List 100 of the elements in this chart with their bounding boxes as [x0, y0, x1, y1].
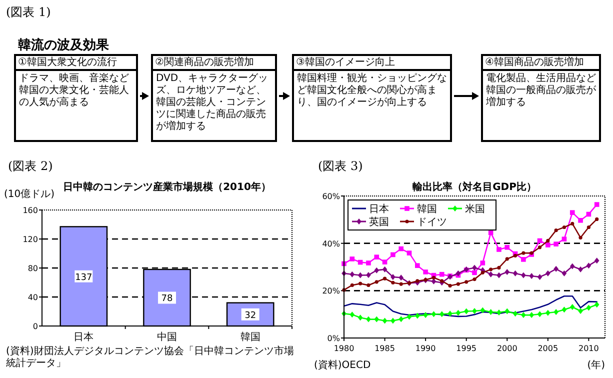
x-tick-label: 1980 — [334, 344, 354, 353]
point — [374, 267, 380, 274]
point — [562, 270, 567, 276]
point — [391, 280, 395, 284]
point — [537, 274, 542, 280]
chart-title: 輸出比率（対名目GDP比） — [412, 181, 536, 193]
point — [398, 316, 404, 322]
point — [382, 266, 388, 272]
point — [496, 272, 502, 278]
point — [390, 274, 396, 280]
point — [472, 264, 477, 271]
point — [488, 308, 494, 315]
point — [586, 304, 592, 311]
point — [512, 310, 518, 317]
x-tick-label: 1990 — [415, 344, 436, 353]
point — [439, 272, 444, 277]
point — [382, 276, 387, 280]
point — [529, 272, 534, 279]
point — [497, 266, 501, 270]
point — [578, 218, 583, 223]
point — [554, 308, 558, 315]
text: (資料)財団法人デジタルコンテンツ協会「日中韓コンテンツ市場統計データ」 — [6, 346, 295, 370]
point — [521, 272, 526, 278]
point — [529, 312, 534, 318]
point — [594, 302, 600, 308]
point — [578, 308, 583, 314]
text: 電化製品、生活用品など韓国の一般商品の販売が増加する — [485, 72, 597, 110]
point — [570, 222, 574, 226]
data-label: 78 — [161, 294, 173, 304]
point — [366, 316, 371, 322]
y-tick-label: 120 — [22, 235, 38, 244]
x-tick-label: 2010 — [578, 344, 599, 353]
text: 韓流の波及効果 — [18, 36, 109, 54]
point — [554, 228, 558, 232]
point — [374, 316, 380, 322]
point — [578, 266, 583, 272]
text: (図表 3) — [318, 159, 363, 173]
point — [350, 256, 355, 262]
point — [390, 252, 396, 258]
point — [374, 254, 380, 260]
text: (資料)OECD — [314, 359, 371, 371]
point — [505, 257, 509, 261]
point — [448, 310, 452, 317]
point — [432, 276, 436, 280]
point — [358, 282, 362, 286]
point — [398, 246, 404, 252]
point — [366, 283, 370, 288]
point — [554, 266, 558, 272]
point — [406, 314, 412, 320]
point — [570, 210, 575, 215]
y-axis-title: (10億ドル) — [4, 188, 55, 200]
point — [350, 271, 355, 278]
point — [472, 278, 476, 282]
point — [521, 257, 526, 262]
point — [554, 242, 558, 246]
point — [504, 308, 510, 314]
point — [513, 254, 518, 258]
y-tick-label: 160 — [22, 206, 38, 215]
point — [366, 260, 371, 266]
point — [464, 308, 469, 314]
point — [537, 311, 542, 318]
point — [374, 280, 378, 284]
data-label: 137 — [75, 272, 92, 283]
point — [382, 260, 388, 264]
point — [390, 318, 396, 324]
data-label: 32 — [244, 310, 256, 321]
point — [448, 284, 452, 288]
y-tick-label: 80 — [28, 264, 38, 273]
text: ドラマ、映画、音楽など韓国の大衆文化・芸能人の人気が高まる — [18, 72, 130, 110]
text: ①韓国大衆文化の流行 — [16, 56, 136, 71]
point — [431, 311, 436, 318]
point — [456, 282, 460, 286]
point — [480, 270, 484, 274]
point — [586, 262, 592, 269]
text: (図表 2) — [8, 159, 53, 173]
y-tick-label: 20% — [322, 286, 340, 296]
point — [496, 247, 502, 252]
text: (図表 1) — [6, 4, 51, 21]
text: 韓国料理・観光・ショッピングなど韓国文化全般への関心が高まり、国のイメージが向上する — [296, 72, 448, 110]
point — [480, 260, 486, 266]
point — [570, 263, 575, 270]
point — [398, 274, 404, 281]
point — [366, 272, 371, 278]
x-tick-label: 韓国 — [240, 331, 260, 343]
point — [488, 271, 494, 278]
point — [440, 279, 444, 283]
y-tick-label: 40% — [322, 239, 340, 248]
point — [439, 311, 444, 318]
point — [382, 318, 388, 324]
point — [504, 244, 510, 250]
legend-label: 米国 — [465, 203, 485, 215]
point — [546, 238, 550, 243]
point — [512, 270, 518, 276]
x-tick-label: 2005 — [538, 344, 558, 353]
point — [423, 312, 428, 318]
point — [399, 282, 403, 286]
y-tick-label: 0 — [32, 322, 38, 331]
point — [456, 270, 461, 276]
point — [562, 306, 567, 313]
x-tick-label: 1995 — [456, 344, 477, 353]
